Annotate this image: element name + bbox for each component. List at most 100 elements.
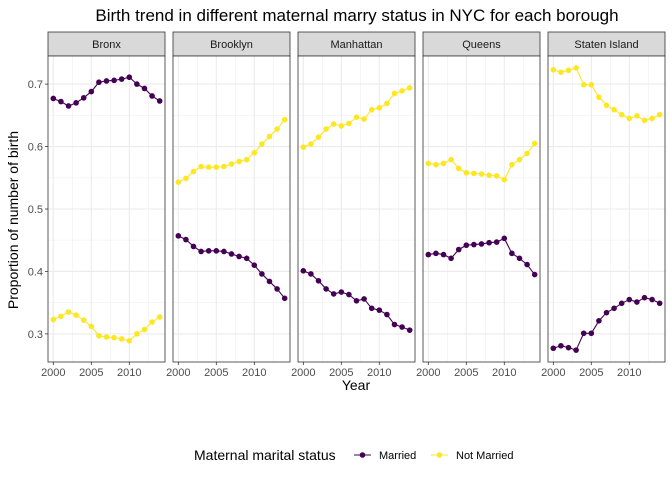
data-point-not-married — [156, 314, 163, 320]
facet-strip-label: Bronx — [92, 39, 121, 51]
chart-title: Birth trend in different maternal marry … — [95, 6, 618, 25]
data-point-not-married — [558, 69, 564, 76]
data-point-not-married — [486, 172, 492, 179]
data-point-not-married — [134, 331, 140, 337]
legend-label: Not Married — [456, 450, 513, 462]
data-point-married — [509, 250, 515, 257]
data-point-married — [96, 79, 102, 86]
data-point-married — [516, 255, 523, 262]
data-point-not-married — [524, 150, 530, 157]
data-point-married — [588, 330, 595, 337]
facet-panel-bronx: Bronx 2000 2005 2010 — [41, 31, 166, 379]
data-point-married — [603, 309, 610, 316]
facet-panel-manhattan: Manhattan 2000 2005 2010 — [291, 31, 416, 379]
data-point-married — [433, 250, 439, 257]
data-point-not-married — [103, 334, 110, 340]
data-point-married — [221, 248, 227, 255]
data-point-married — [471, 241, 477, 248]
x-tick-label: 2000 — [41, 367, 65, 379]
data-point-married — [149, 93, 155, 99]
data-point-not-married — [266, 133, 273, 140]
data-point-married — [368, 305, 375, 312]
data-point-not-married — [300, 144, 307, 150]
data-point-not-married — [425, 160, 432, 167]
data-point-married — [626, 296, 633, 303]
data-point-married — [376, 307, 383, 313]
data-point-not-married — [649, 115, 655, 122]
data-point-married — [198, 248, 204, 255]
data-point-married — [175, 233, 182, 239]
data-point-not-married — [611, 106, 617, 113]
data-point-married — [656, 300, 663, 307]
data-point-married — [274, 286, 280, 292]
x-tick-label: 2005 — [579, 367, 603, 379]
data-point-not-married — [281, 116, 288, 123]
data-point-married — [596, 317, 602, 324]
data-point-not-married — [315, 134, 322, 140]
y-tick-label: 0.7 — [28, 79, 43, 91]
data-point-married — [406, 327, 413, 333]
data-point-not-married — [88, 323, 95, 330]
data-point-married — [384, 311, 390, 318]
data-point-married — [618, 300, 625, 307]
data-point-married — [524, 261, 530, 268]
data-point-not-married — [641, 117, 648, 124]
data-point-not-married — [228, 161, 235, 167]
data-point-married — [478, 241, 485, 247]
data-point-not-married — [478, 171, 485, 177]
data-point-married — [649, 296, 655, 303]
facet-strip — [172, 31, 291, 57]
legend-key-point — [359, 452, 366, 458]
data-point-not-married — [565, 67, 572, 74]
data-point-married — [558, 342, 564, 349]
data-point-not-married — [501, 176, 508, 183]
data-point-not-married — [626, 115, 633, 122]
panel-border — [172, 55, 291, 363]
data-point-married — [391, 321, 398, 328]
x-tick-label: 2010 — [242, 367, 266, 379]
legend-label: Married — [379, 450, 416, 462]
x-tick-label: 2000 — [416, 367, 440, 379]
data-point-not-married — [183, 175, 189, 182]
data-point-married — [565, 344, 572, 351]
data-point-married — [641, 294, 648, 301]
data-point-not-married — [141, 326, 148, 333]
y-axis: 0.3 0.4 0.5 0.6 0.7 — [28, 79, 48, 341]
data-point-not-married — [440, 160, 447, 167]
data-point-married — [141, 85, 148, 92]
data-point-married — [531, 271, 538, 278]
data-point-not-married — [361, 116, 367, 122]
data-point-married — [183, 236, 189, 243]
data-point-not-married — [391, 90, 398, 97]
data-point-married — [251, 262, 258, 269]
data-point-not-married — [50, 316, 57, 323]
data-point-not-married — [368, 106, 375, 113]
data-point-married — [58, 98, 64, 105]
data-point-married — [634, 299, 640, 305]
data-point-married — [134, 81, 140, 87]
data-point-not-married — [175, 179, 182, 185]
data-point-not-married — [634, 113, 640, 119]
data-point-married — [493, 239, 500, 245]
x-tick-label: 2000 — [166, 367, 190, 379]
facet-strip — [297, 31, 416, 57]
facet-panel-brooklyn: Brooklyn 2000 2005 2010 — [166, 31, 291, 379]
data-point-married — [213, 248, 220, 254]
data-point-married — [399, 324, 405, 330]
data-point-not-married — [198, 163, 204, 170]
x-tick-label: 2005 — [79, 367, 103, 379]
data-point-not-married — [323, 126, 329, 132]
data-point-married — [228, 251, 235, 257]
data-point-not-married — [471, 170, 477, 177]
legend-item-married: Married — [354, 450, 416, 462]
data-point-married — [580, 330, 587, 337]
x-tick-label: 2010 — [617, 367, 641, 379]
data-point-married — [266, 278, 273, 285]
data-point-married — [111, 77, 117, 84]
data-point-not-married — [236, 158, 242, 165]
data-point-married — [448, 255, 454, 262]
data-point-not-married — [516, 156, 523, 163]
data-point-not-married — [205, 164, 212, 170]
